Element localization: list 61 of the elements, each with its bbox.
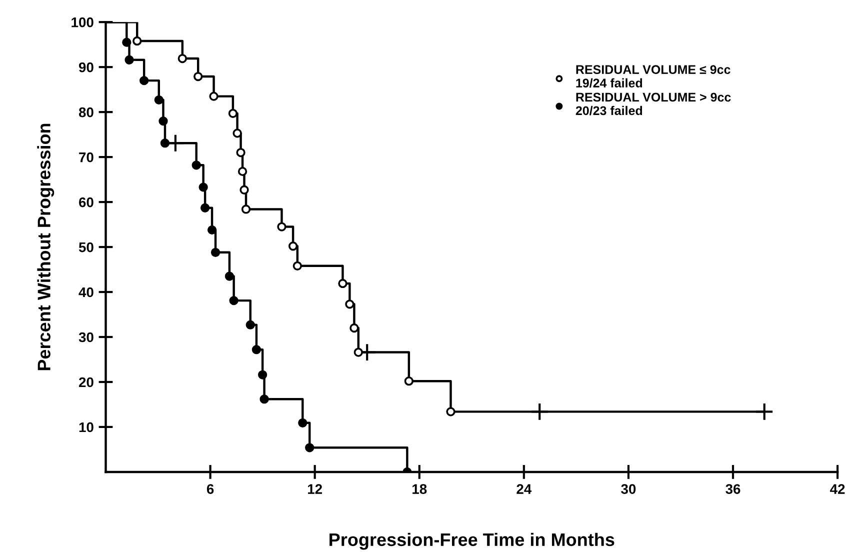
y-tick-label: 100 [72, 17, 94, 28]
point [158, 116, 168, 126]
point [198, 182, 208, 192]
legend-label: RESIDUAL VOLUME ≤ 9cc 19/24 failed [576, 65, 730, 88]
point [350, 323, 359, 333]
point [229, 296, 238, 306]
y-tick-label: 60 [79, 197, 94, 208]
point [252, 345, 262, 354]
point [292, 261, 302, 270]
point [277, 222, 286, 232]
point [345, 300, 354, 309]
y-tick-label: 90 [78, 62, 94, 72]
point [224, 272, 234, 281]
point [194, 72, 203, 82]
point [200, 203, 210, 212]
y-tick-label: 20 [78, 377, 94, 388]
point [240, 185, 249, 194]
point [241, 204, 251, 214]
point [288, 242, 298, 251]
point [207, 225, 217, 235]
point [124, 55, 134, 64]
y-tick-label: 50 [78, 242, 94, 252]
x-tick-label: 12 [308, 484, 322, 494]
point [122, 38, 132, 47]
point [305, 443, 314, 452]
x-tick-label: 6 [206, 484, 214, 494]
point [132, 36, 142, 46]
x-tick-label: 36 [726, 484, 740, 494]
y-tick-label: 10 [79, 422, 94, 432]
x-tick-label: 18 [412, 484, 427, 494]
point [209, 92, 218, 101]
point [210, 248, 220, 257]
point [298, 418, 308, 428]
y-tick-label: 70 [79, 152, 94, 162]
x-axis-title: Progression-Free Time in Months [330, 532, 614, 550]
point [228, 108, 238, 118]
point [354, 348, 363, 357]
point [258, 370, 268, 380]
y-tick-label: 80 [78, 107, 94, 118]
point [530, 402, 549, 421]
y-tick-label: 30 [78, 332, 94, 342]
point [192, 160, 201, 170]
point [154, 95, 164, 104]
y-axis-title: Percent Without Progression [37, 124, 54, 370]
point [246, 320, 255, 330]
point [160, 138, 170, 148]
point [178, 54, 187, 64]
x-tick-label: 42 [830, 484, 845, 494]
point [755, 402, 774, 421]
legend-label: RESIDUAL VOLUME > 9cc 20/23 failed [576, 92, 731, 116]
point [236, 148, 246, 158]
point [238, 166, 248, 176]
y-tick-label: 40 [78, 287, 94, 298]
point [260, 394, 269, 404]
point [446, 407, 456, 416]
x-tick-label: 30 [621, 484, 636, 494]
x-tick-label: 24 [516, 484, 532, 494]
point [232, 128, 242, 138]
point [140, 76, 149, 86]
point [404, 376, 414, 386]
point [338, 278, 348, 288]
